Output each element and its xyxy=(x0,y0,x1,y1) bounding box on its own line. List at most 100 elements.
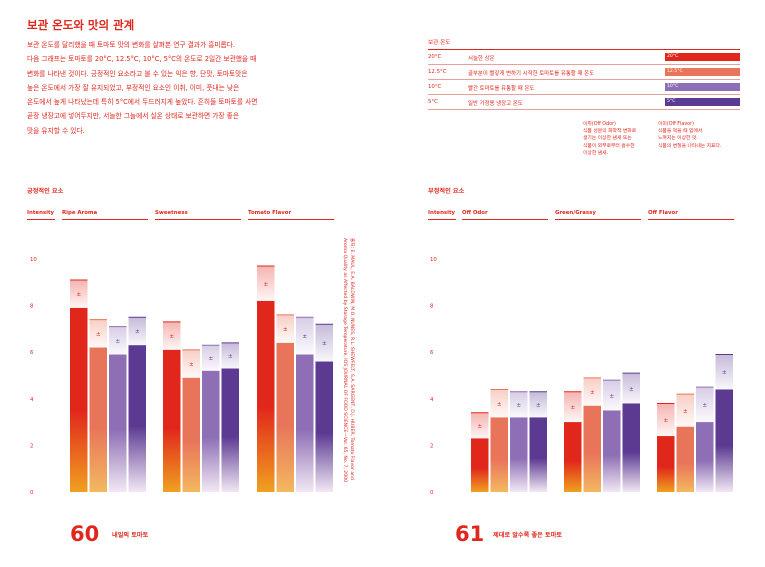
error-symbol: ± xyxy=(96,332,101,338)
y-tick-label: 10 xyxy=(30,257,37,263)
error-symbol: ± xyxy=(722,370,727,376)
legend-swatch: 10°C xyxy=(665,83,740,91)
error-band xyxy=(564,391,582,423)
bar xyxy=(564,422,582,492)
off-odor-note: 이취(Off Odor) 식품 성분의 화학적 변화로 생기는 이상한 냄새 또… xyxy=(583,121,655,157)
error-band xyxy=(202,345,220,371)
error-symbol: ± xyxy=(516,403,521,409)
bar xyxy=(510,417,528,492)
error-symbol: ± xyxy=(135,329,140,335)
error-band xyxy=(490,389,508,418)
page-label-left: 내일의 토마토 xyxy=(112,532,149,539)
bar xyxy=(622,403,640,492)
error-symbol: ± xyxy=(302,334,307,340)
legend-desc: 일반 가정용 냉장고 온도 xyxy=(468,101,523,107)
error-symbol: ± xyxy=(115,339,120,345)
error-band xyxy=(315,324,333,362)
source-line: Aroma Quality as Affected by Storage Tem… xyxy=(342,238,347,483)
page-label-right: 제대로 알수록 좋은 토마토 xyxy=(493,532,563,539)
error-band xyxy=(128,317,146,346)
y-tick-label: 10 xyxy=(430,257,437,263)
category-header: Off Flavor xyxy=(648,210,734,220)
error-band xyxy=(603,380,621,411)
legend-temp: 20°C xyxy=(428,54,442,60)
intro-line: 맛을 유지할 수 있다. xyxy=(27,126,85,135)
page-number-left: 60 xyxy=(70,522,100,546)
bar xyxy=(163,349,181,492)
legend-row: 5°C 일반 가정용 냉장고 온도 5°C xyxy=(428,95,740,110)
source-reference: 출처: E. MAUL, E.A. BALDWIN, M.O. NUNES, R… xyxy=(335,238,355,518)
note-line: 식품을 먹을 때 입에서 xyxy=(658,129,703,135)
error-symbol: ± xyxy=(702,403,707,409)
legend-swatch-label: 5°C xyxy=(667,99,676,104)
note-line: 느껴지는 이상한 맛. xyxy=(658,136,698,142)
legend-title: 보관 온도 xyxy=(428,38,740,50)
intro-paragraph: 보관 온도를 달리했을 때 토마토 맛의 변화를 살펴본 연구 결과가 흥미롭다… xyxy=(27,38,327,138)
error-symbol: ± xyxy=(590,390,595,396)
y-tick-label: 6 xyxy=(430,350,434,356)
intro-line: 곧장 냉장고에 넣어두지만, 서늘한 그늘에서 실온 상태로 보관하면 가장 좋… xyxy=(27,112,239,121)
error-band xyxy=(471,412,489,439)
error-band xyxy=(657,403,675,437)
bar xyxy=(182,377,200,492)
error-band xyxy=(622,373,640,404)
intro-line: 온도에서 높게 나타났는데 특히 5°C에서 두드러지게 높았다. 흔히들 토마… xyxy=(27,98,258,107)
positive-chart-title: 긍정적인 요소 xyxy=(27,188,64,195)
note-line: 이취(Off Odor) xyxy=(583,122,616,127)
legend-temp: 12.5°C xyxy=(428,69,447,75)
y-tick-label: 2 xyxy=(430,443,433,449)
note-line: 이상한 냄새. xyxy=(583,150,609,156)
bar xyxy=(715,389,733,492)
bar xyxy=(696,422,714,492)
note-line: 생기는 이상한 냄새 또는 xyxy=(583,136,632,142)
y-tick-label: 0 xyxy=(430,490,434,496)
error-band xyxy=(696,387,714,423)
intro-line: 변화를 나타낸 것이다. 긍정적인 요소라고 볼 수 있는 익은 향, 단맛, … xyxy=(27,69,248,78)
error-band xyxy=(70,279,88,308)
category-header: Ripe Aroma xyxy=(62,210,148,220)
bar xyxy=(70,307,88,492)
error-band xyxy=(296,317,314,355)
category-header: Off Odor xyxy=(462,210,548,220)
bar xyxy=(657,436,675,492)
error-symbol: ± xyxy=(683,408,688,414)
bar xyxy=(89,347,107,492)
category-header: Sweetness xyxy=(155,210,241,220)
intro-line: 보관 온도를 달리했을 때 토마토 맛의 변화를 살펴본 연구 결과가 흥미롭다… xyxy=(27,41,235,49)
bar xyxy=(257,300,275,492)
error-band xyxy=(529,391,547,418)
y-tick-label: 8 xyxy=(430,304,434,310)
legend-swatch-label: 12.5°C xyxy=(667,69,683,74)
bar xyxy=(276,342,294,492)
legend-swatch: 20°C xyxy=(665,53,740,61)
legend-swatch: 5°C xyxy=(665,98,740,106)
error-symbol: ± xyxy=(497,401,502,407)
error-band xyxy=(676,394,694,427)
note-line: 이미(Off Flavor) xyxy=(658,122,694,127)
error-band xyxy=(583,377,601,406)
note-line: 식품이 외부로부터 흡수한 xyxy=(583,143,635,149)
category-header: Tomato Flavor xyxy=(248,210,334,220)
source-line: 출처: E. MAUL, E.A. BALDWIN, M.O. NUNES, R… xyxy=(349,238,354,480)
error-band xyxy=(163,321,181,350)
error-band xyxy=(109,326,127,355)
error-symbol: ± xyxy=(629,386,634,392)
error-symbol: ± xyxy=(663,418,668,424)
y-axis-label: Intensity xyxy=(27,210,55,220)
error-symbol: ± xyxy=(263,281,268,287)
legend-row: 20°C 서늘한 상온 20°C xyxy=(428,50,740,65)
bar xyxy=(490,417,508,492)
legend-desc: 서늘한 상온 xyxy=(468,56,495,62)
y-axis-label: Intensity xyxy=(428,210,456,220)
error-symbol: ± xyxy=(228,354,233,360)
error-symbol: ± xyxy=(322,341,327,347)
bar xyxy=(529,417,547,492)
error-symbol: ± xyxy=(570,405,575,411)
legend-swatch: 12.5°C xyxy=(665,68,740,76)
y-tick-label: 0 xyxy=(30,490,34,496)
y-tick-label: 2 xyxy=(30,443,33,449)
page-number-right: 61 xyxy=(455,522,485,546)
error-band xyxy=(715,354,733,390)
error-band xyxy=(89,319,107,348)
